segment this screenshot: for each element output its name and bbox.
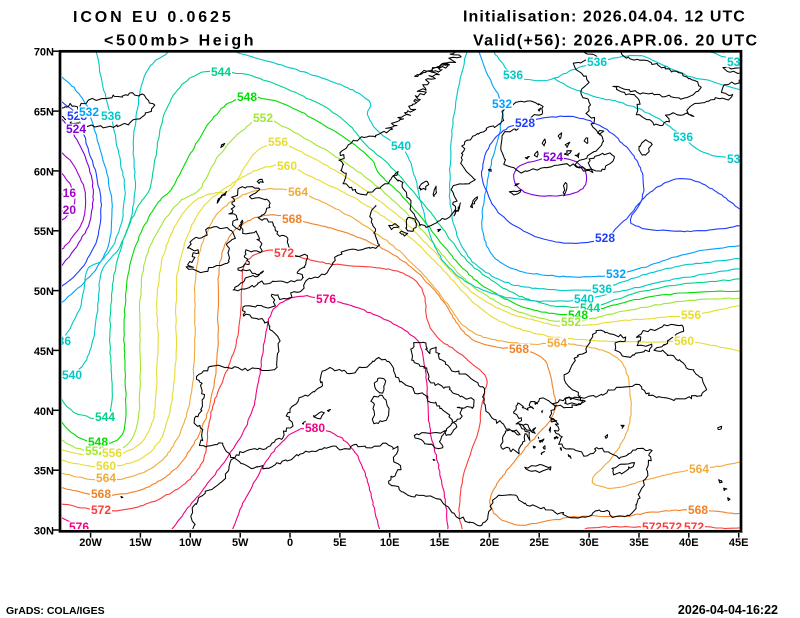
svg-text:Valid(+56): 2026.APR.06. 20 UT: Valid(+56): 2026.APR.06. 20 UTC	[473, 33, 758, 50]
svg-text:552: 552	[85, 444, 105, 458]
svg-text:35E: 35E	[629, 537, 649, 549]
svg-text:516: 516	[56, 186, 76, 200]
svg-text:572: 572	[274, 246, 294, 260]
svg-text:536: 536	[727, 152, 747, 166]
svg-text:552: 552	[561, 315, 581, 329]
svg-text:10W: 10W	[179, 537, 202, 549]
svg-text:10E: 10E	[380, 537, 400, 549]
svg-text:ICON EU 0.0625: ICON EU 0.0625	[73, 9, 234, 26]
svg-text:25E: 25E	[529, 537, 549, 549]
svg-text:576: 576	[69, 520, 89, 534]
svg-text:45N: 45N	[34, 346, 54, 358]
svg-text:45E: 45E	[729, 537, 749, 549]
svg-text:536: 536	[592, 282, 612, 296]
svg-text:552: 552	[253, 111, 273, 125]
svg-text:556: 556	[268, 135, 288, 149]
svg-text:40N: 40N	[34, 406, 54, 418]
svg-text:560: 560	[674, 334, 694, 348]
svg-text:572: 572	[91, 503, 111, 517]
svg-text:55N: 55N	[34, 226, 54, 238]
svg-text:20W: 20W	[79, 537, 102, 549]
svg-text:580: 580	[305, 421, 325, 435]
svg-text:572: 572	[642, 520, 662, 534]
svg-text:540: 540	[391, 139, 411, 153]
svg-text:2026-04-04-16:22: 2026-04-04-16:22	[678, 603, 778, 617]
svg-text:60N: 60N	[34, 166, 54, 178]
svg-text:576: 576	[316, 292, 336, 306]
svg-text:564: 564	[288, 185, 308, 199]
svg-text:532: 532	[492, 97, 512, 111]
svg-text:532: 532	[606, 267, 626, 281]
svg-text:548: 548	[237, 90, 257, 104]
svg-text:30N: 30N	[34, 526, 54, 538]
svg-text:520: 520	[56, 203, 76, 217]
svg-text:536: 536	[673, 130, 693, 144]
svg-text:536: 536	[587, 55, 607, 69]
svg-text:532: 532	[79, 105, 99, 119]
svg-text:572: 572	[684, 520, 704, 534]
svg-text:30E: 30E	[579, 537, 599, 549]
svg-text:20E: 20E	[480, 537, 500, 549]
svg-text:556: 556	[102, 446, 122, 460]
svg-text:524: 524	[66, 122, 86, 136]
svg-text:560: 560	[96, 459, 116, 473]
svg-text:536: 536	[503, 68, 523, 82]
svg-text:564: 564	[689, 462, 709, 476]
svg-text:50N: 50N	[34, 286, 54, 298]
svg-text:65N: 65N	[34, 107, 54, 119]
svg-text:5W: 5W	[232, 537, 249, 549]
svg-text:564: 564	[547, 336, 567, 350]
svg-text:564: 564	[96, 471, 116, 485]
svg-text:35N: 35N	[34, 466, 54, 478]
svg-text:5E: 5E	[333, 537, 346, 549]
svg-text:<500mb> Heigh: <500mb> Heigh	[104, 33, 256, 50]
svg-text:572: 572	[662, 520, 682, 534]
svg-text:536: 536	[51, 334, 71, 348]
svg-text:528: 528	[515, 116, 535, 130]
svg-text:556: 556	[681, 308, 701, 322]
svg-text:544: 544	[95, 410, 115, 424]
svg-text:568: 568	[91, 487, 111, 501]
svg-text:GrADS: COLA/IGES: GrADS: COLA/IGES	[6, 605, 105, 617]
svg-text:40E: 40E	[679, 537, 699, 549]
svg-text:568: 568	[688, 503, 708, 517]
svg-text:568: 568	[509, 342, 529, 356]
svg-text:536: 536	[101, 109, 121, 123]
svg-text:0: 0	[287, 537, 293, 549]
svg-text:15E: 15E	[430, 537, 450, 549]
svg-text:560: 560	[277, 159, 297, 173]
svg-text:524: 524	[543, 150, 563, 164]
svg-text:15W: 15W	[129, 537, 152, 549]
svg-text:Initialisation: 2026.04.04. 12: Initialisation: 2026.04.04. 12 UTC	[463, 9, 746, 26]
svg-text:568: 568	[282, 212, 302, 226]
svg-text:536: 536	[727, 55, 747, 69]
svg-text:70N: 70N	[34, 47, 54, 59]
svg-text:540: 540	[62, 368, 82, 382]
svg-text:528: 528	[595, 231, 615, 245]
svg-text:544: 544	[211, 65, 231, 79]
